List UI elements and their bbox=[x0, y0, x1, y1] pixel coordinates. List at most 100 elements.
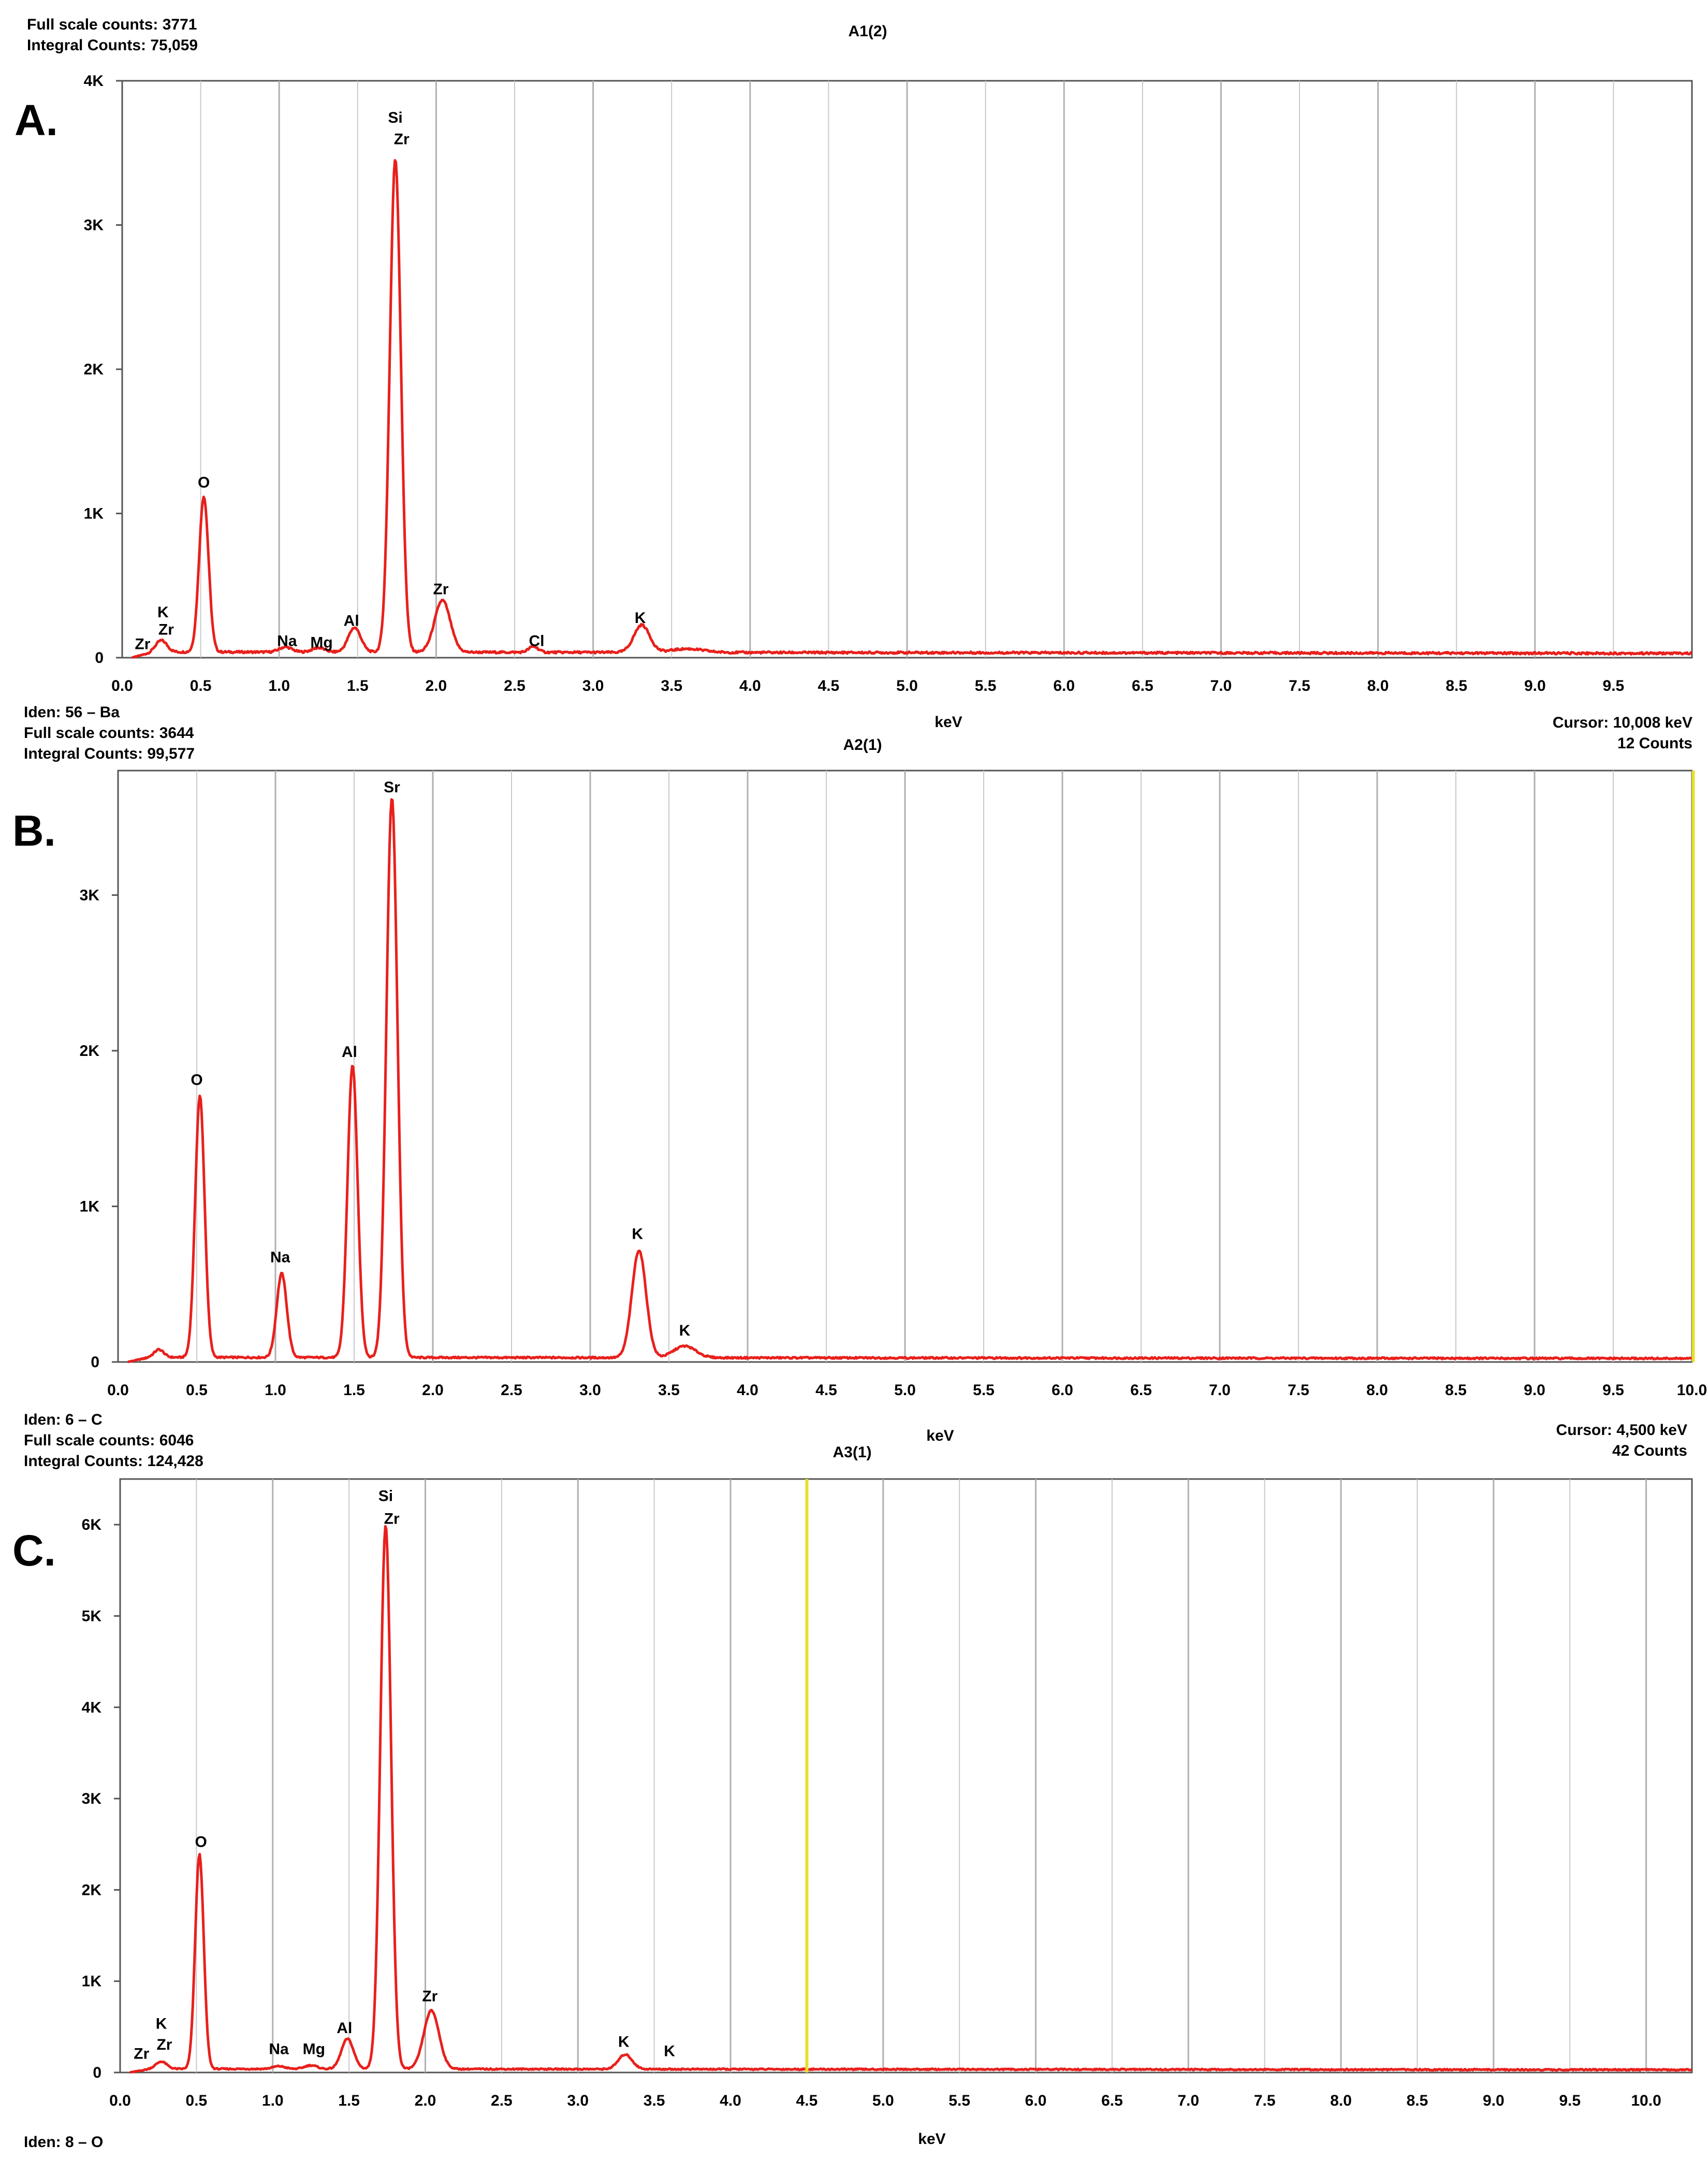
x-tick-label: 7.0 bbox=[1177, 2092, 1199, 2109]
x-tick-label: 0.0 bbox=[109, 2092, 131, 2109]
cursor-counts: 42 Counts bbox=[1612, 1442, 1687, 1459]
full-scale-counts: Full scale counts: 6046 bbox=[24, 1432, 194, 1449]
peak-label: Si bbox=[378, 1487, 393, 1504]
spectrum-plot-a: 0.0 0.5 1.0 1.5 2.0 2.5 3.0 3.5 4.0 4.5 5.0 5.5 6.0 6… bbox=[84, 73, 1693, 694]
spectrum-info-a: Full scale counts: 3771 Integral Counts:… bbox=[27, 15, 198, 56]
peak-label: O bbox=[191, 1071, 202, 1089]
x-tick-label: 0.0 bbox=[111, 677, 133, 694]
panel-b: Iden: 56 – Ba Full scale counts: 3644 In… bbox=[0, 702, 1708, 1444]
y-tick-label: 4K bbox=[84, 73, 104, 90]
x-tick-label: 0.5 bbox=[186, 1382, 208, 1399]
integral-counts: Integral Counts: 124,428 bbox=[24, 1453, 203, 1470]
peak-label: K bbox=[679, 1322, 691, 1339]
spectrum-title: A3(1) bbox=[833, 1444, 872, 1461]
x-tick-label: 9.0 bbox=[1524, 677, 1546, 694]
peak-label: Zr bbox=[433, 581, 448, 598]
x-tick-label: 3.0 bbox=[579, 1382, 601, 1399]
x-tick-label: 3.0 bbox=[567, 2092, 589, 2109]
x-tick-label: 5.0 bbox=[872, 2092, 894, 2109]
peak-label: Zr bbox=[422, 1988, 437, 2005]
peak-label: K bbox=[618, 2034, 630, 2051]
x-tick-label: 5.5 bbox=[973, 1382, 995, 1399]
peak-label: Zr bbox=[394, 131, 410, 148]
y-tick-label: 0 bbox=[93, 2064, 101, 2081]
panel-c: Iden: 6 – C Full scale counts: 6046 Inte… bbox=[0, 1410, 1708, 2174]
y-tick-label: 3K bbox=[82, 1790, 102, 1807]
peak-label: Mg bbox=[303, 2041, 325, 2058]
x-tick-label: 1.5 bbox=[338, 2092, 360, 2109]
x-tick-label: 2.0 bbox=[426, 677, 447, 694]
y-tick-label: 2K bbox=[82, 1881, 102, 1898]
peak-label: Al bbox=[337, 2020, 352, 2037]
peak-label: Al bbox=[344, 613, 359, 630]
peak-label: K bbox=[156, 2015, 167, 2032]
x-tick-label: 8.0 bbox=[1330, 2092, 1352, 2109]
x-tick-label: 9.5 bbox=[1559, 2092, 1581, 2109]
spectrum-title: A1(2) bbox=[848, 23, 887, 40]
x-tick-label: 2.5 bbox=[491, 2092, 513, 2109]
x-tick-label: 2.5 bbox=[504, 677, 525, 694]
x-axis-label: keV bbox=[935, 714, 962, 731]
spectrum-line bbox=[132, 159, 1692, 659]
x-tick-label: 8.0 bbox=[1367, 677, 1389, 694]
x-tick-label: 2.0 bbox=[415, 2092, 436, 2109]
peak-label: Na bbox=[269, 2041, 289, 2058]
x-tick-label: 2.0 bbox=[422, 1382, 444, 1399]
grid bbox=[196, 1479, 1647, 2072]
panel-letter: B. bbox=[12, 806, 56, 855]
y-tick-label: 0 bbox=[91, 1354, 99, 1371]
y-tick-label: 0 bbox=[95, 649, 104, 666]
x-axis-label: keV bbox=[926, 1427, 954, 1444]
x-tick-label: 2.5 bbox=[501, 1382, 522, 1399]
x-tick-label: 9.0 bbox=[1483, 2092, 1505, 2109]
peak-label: K bbox=[635, 610, 646, 627]
panel-letter: C. bbox=[12, 1526, 56, 1575]
y-tick-label: 1K bbox=[80, 1198, 100, 1215]
x-tick-label: 6.0 bbox=[1053, 677, 1075, 694]
x-tick-label: 1.0 bbox=[262, 2092, 284, 2109]
grid bbox=[200, 81, 1614, 658]
x-tick-label: 4.0 bbox=[739, 677, 761, 694]
x-tick-label: 1.0 bbox=[265, 1382, 286, 1399]
x-tick-label: 10.0 bbox=[1677, 1382, 1707, 1399]
spectrum-info-b: Iden: 56 – Ba Full scale counts: 3644 In… bbox=[24, 702, 195, 764]
spectrum-line bbox=[129, 1525, 1692, 2074]
x-tick-label: 8.5 bbox=[1445, 1382, 1467, 1399]
peak-label: Al bbox=[342, 1043, 357, 1061]
x-tick-label: 9.5 bbox=[1602, 1382, 1624, 1399]
peak-label: Na bbox=[270, 1249, 290, 1266]
peak-label: K bbox=[632, 1226, 643, 1243]
full-scale-counts: Full scale counts: 3771 bbox=[27, 16, 197, 33]
x-tick-label: 6.5 bbox=[1132, 677, 1154, 694]
spectrum-title: A2(1) bbox=[843, 736, 882, 753]
peak-label: Zr bbox=[384, 1510, 400, 1527]
x-tick-label: 9.0 bbox=[1524, 1382, 1545, 1399]
spectrum-info-c: Iden: 6 – C Full scale counts: 6046 Inte… bbox=[24, 1410, 203, 1472]
peak-label: Zr bbox=[134, 2046, 149, 2063]
x-tick-label: 0.5 bbox=[190, 677, 212, 694]
x-tick-label: 4.0 bbox=[737, 1382, 758, 1399]
peak-label: Na bbox=[277, 633, 297, 650]
y-tick-label: 4K bbox=[82, 1699, 102, 1716]
full-scale-counts: Full scale counts: 3644 bbox=[24, 724, 194, 742]
y-tick-label: 2K bbox=[84, 361, 104, 378]
x-tick-label: 0.5 bbox=[186, 2092, 208, 2109]
x-tick-label: 4.5 bbox=[796, 2092, 818, 2109]
x-tick-label: 7.0 bbox=[1210, 677, 1232, 694]
iden-label: Iden: 56 – Ba bbox=[24, 704, 120, 721]
x-tick-label: 9.5 bbox=[1603, 677, 1625, 694]
x-tick-label: 5.5 bbox=[948, 2092, 970, 2109]
y-tick-label: 2K bbox=[80, 1042, 100, 1060]
x-tick-label: 6.5 bbox=[1101, 2092, 1123, 2109]
x-tick-label: 3.5 bbox=[644, 2092, 665, 2109]
x-tick-label: 4.5 bbox=[818, 677, 840, 694]
integral-counts: Integral Counts: 75,059 bbox=[27, 37, 198, 54]
plot-area bbox=[119, 1478, 1693, 2074]
peak-label: Sr bbox=[384, 779, 400, 796]
peak-label: O bbox=[195, 1834, 207, 1851]
x-tick-label: 1.0 bbox=[268, 677, 290, 694]
y-tick-label: 1K bbox=[82, 1973, 102, 1990]
x-tick-label: 6.0 bbox=[1052, 1382, 1073, 1399]
x-tick-label: 10.0 bbox=[1631, 2092, 1661, 2109]
x-tick-label: 1.5 bbox=[343, 1382, 365, 1399]
